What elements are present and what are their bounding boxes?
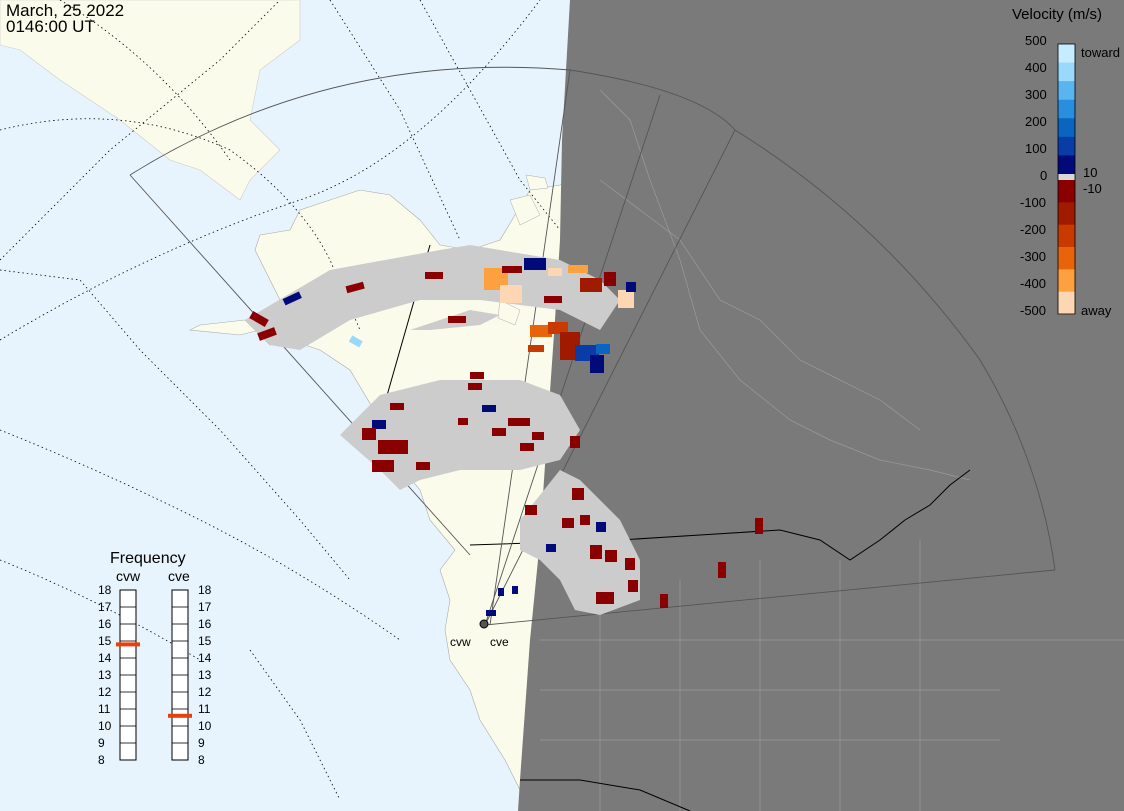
velocity-colorbar <box>1057 43 1076 315</box>
freq-gauge-cve <box>168 589 192 761</box>
cb-tick-300: 300 <box>1025 87 1047 102</box>
cb-swatch-away <box>1058 224 1075 248</box>
cb-swatch-away <box>1058 202 1075 226</box>
cb-tick-0: 0 <box>1040 168 1048 183</box>
freq-scale-label: 9 <box>98 736 105 750</box>
cb-swatch-toward <box>1058 81 1075 101</box>
freq-scale-label: 16 <box>198 617 212 631</box>
cb-swatch-ground <box>1058 174 1075 180</box>
cb-swatch-toward <box>1058 99 1075 119</box>
land-islands <box>497 174 549 326</box>
freq-scale-label: 16 <box>98 617 112 631</box>
freq-scale-label: 17 <box>198 600 212 614</box>
cb-toward-label: toward <box>1081 45 1121 60</box>
border-us-canada <box>469 469 971 561</box>
freq-scale-label: 8 <box>98 753 105 767</box>
freq-scale-label: 13 <box>198 668 212 682</box>
freq-scale-label: 12 <box>98 685 112 699</box>
cb-swatch-away <box>1058 269 1075 293</box>
graticule <box>0 0 561 801</box>
freq-scale-label: 14 <box>198 651 212 665</box>
colorbar-title: Velocity (m/s) <box>1012 6 1103 23</box>
fov-outline <box>129 66 1056 626</box>
cb-tick-100: 100 <box>1025 141 1047 156</box>
frequency-title: Frequency <box>110 550 186 567</box>
freq-scale-label: 8 <box>198 753 205 767</box>
freq-scale-label: 9 <box>198 736 205 750</box>
freq-scale-label: 15 <box>98 634 112 648</box>
radar-label-cvw: cvw <box>450 635 471 649</box>
freq-scale-label: 12 <box>198 685 212 699</box>
freq-scale-label: 11 <box>198 702 211 716</box>
freq-scale-label: 18 <box>198 583 212 597</box>
freq-indicator <box>116 642 140 647</box>
cb-tick-minus400: -400 <box>1020 276 1047 291</box>
freq-scale-label: 13 <box>98 668 112 682</box>
freq-label-cve: cve <box>168 568 190 584</box>
cb-swatch-toward <box>1058 62 1075 82</box>
freq-scale-label: 14 <box>98 651 112 665</box>
cb-tick-minus100: -100 <box>1020 195 1047 210</box>
border-us-mexico <box>520 779 691 811</box>
cb-tick-minus300: -300 <box>1020 249 1047 264</box>
date-label: March, 25 2022 <box>6 1 125 20</box>
radar-site-marker <box>479 619 489 629</box>
night-shade <box>518 0 1124 811</box>
cb-swatch-away <box>1058 291 1075 315</box>
cb-pos10-label: 10 <box>1083 165 1098 180</box>
cb-swatch-away <box>1058 180 1075 203</box>
freq-scale-label: 10 <box>98 719 112 733</box>
cb-neg10-label: -10 <box>1083 181 1102 196</box>
freq-indicator <box>168 713 192 718</box>
cb-border <box>1057 43 1076 315</box>
freq-scale-label: 15 <box>198 634 212 648</box>
cb-swatch-toward <box>1058 136 1075 156</box>
cb-away-label: away <box>1081 303 1112 318</box>
time-label: 0146:00 UT <box>6 17 95 36</box>
freq-gauge-cvw <box>116 589 140 761</box>
velocity-cells <box>249 258 763 616</box>
freq-scale-label: 18 <box>98 583 112 597</box>
freq-scale-label: 10 <box>198 719 212 733</box>
cb-swatch-toward <box>1058 118 1075 138</box>
cb-swatch-away <box>1058 247 1075 270</box>
cb-tick-minus500: -500 <box>1020 303 1047 318</box>
land-asia <box>0 0 301 201</box>
cb-swatch-toward <box>1058 155 1075 175</box>
cb-tick-400: 400 <box>1025 60 1047 75</box>
freq-scale-label: 11 <box>98 702 111 716</box>
freq-scale-label: 17 <box>98 600 112 614</box>
radar-label-cve: cve <box>490 635 509 649</box>
cb-tick-500: 500 <box>1025 33 1047 48</box>
cb-tick-minus200: -200 <box>1020 222 1047 237</box>
cb-tick-200: 200 <box>1025 114 1047 129</box>
night-features <box>540 89 1124 811</box>
freq-label-cvw: cvw <box>116 568 141 584</box>
cb-swatch-toward <box>1058 44 1075 64</box>
